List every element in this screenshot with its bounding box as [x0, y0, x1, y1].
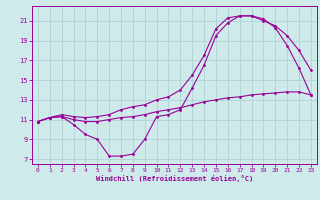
X-axis label: Windchill (Refroidissement éolien,°C): Windchill (Refroidissement éolien,°C) [96, 175, 253, 182]
